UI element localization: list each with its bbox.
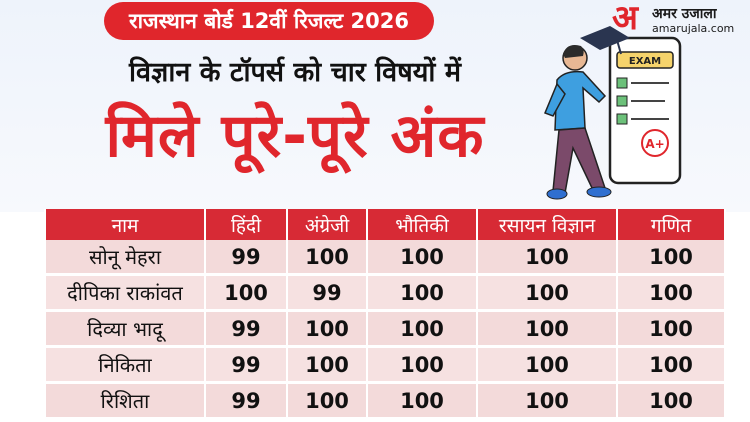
- student-name: रिशिता: [44, 382, 206, 420]
- toppers-table: नाम हिंदी अंग्रेजी भौतिकी रसायन विज्ञान …: [44, 209, 726, 420]
- header-maths: गणित: [616, 209, 726, 240]
- hindi-score: 100: [204, 274, 288, 312]
- result-title-pill: राजस्थान बोर्ड 12वीं रिजल्ट 2026: [104, 2, 434, 40]
- student-name: दीपिका राकांवत: [44, 274, 206, 312]
- subheadline: विज्ञान के टॉपर्स को चार विषयों में: [129, 57, 461, 88]
- maths-score: 100: [616, 274, 726, 312]
- maths-score: 100: [616, 240, 726, 276]
- student-name: दिव्या भादू: [44, 310, 206, 348]
- header-chemistry: रसायन विज्ञान: [476, 209, 618, 240]
- headline: मिले पूरे-पूरे अंक: [105, 101, 485, 171]
- chemistry-score: 100: [476, 310, 618, 348]
- chemistry-score: 100: [476, 382, 618, 420]
- maths-score: 100: [616, 310, 726, 348]
- table-row: निकिता 99 100 100 100 100: [44, 346, 726, 384]
- chemistry-score: 100: [476, 274, 618, 312]
- grade-label: A+: [645, 137, 664, 151]
- brand-url: amarujala.com: [652, 22, 735, 35]
- hindi-score: 99: [204, 310, 288, 348]
- hindi-score: 99: [204, 240, 288, 276]
- table-row: दीपिका राकांवत 100 99 100 100 100: [44, 274, 726, 312]
- header-name: नाम: [44, 209, 206, 240]
- physics-score: 100: [366, 240, 478, 276]
- hindi-score: 99: [204, 346, 288, 384]
- physics-score: 100: [366, 310, 478, 348]
- english-score: 99: [286, 274, 368, 312]
- chemistry-score: 100: [476, 240, 618, 276]
- hindi-score: 99: [204, 382, 288, 420]
- chemistry-score: 100: [476, 346, 618, 384]
- english-score: 100: [286, 310, 368, 348]
- english-score: 100: [286, 240, 368, 276]
- header-hindi: हिंदी: [204, 209, 288, 240]
- maths-score: 100: [616, 382, 726, 420]
- student-name: निकिता: [44, 346, 206, 384]
- exam-board-label: EXAM: [629, 56, 661, 67]
- english-score: 100: [286, 346, 368, 384]
- physics-score: 100: [366, 274, 478, 312]
- table-header-row: नाम हिंदी अंग्रेजी भौतिकी रसायन विज्ञान …: [44, 209, 726, 240]
- maths-score: 100: [616, 346, 726, 384]
- header-physics: भौतिकी: [366, 209, 478, 240]
- header-english: अंग्रेजी: [286, 209, 368, 240]
- english-score: 100: [286, 382, 368, 420]
- brand-name: अमर उजाला: [652, 6, 717, 22]
- table-row: दिव्या भादू 99 100 100 100 100: [44, 310, 726, 348]
- table-row: रिशिता 99 100 100 100 100: [44, 382, 726, 420]
- physics-score: 100: [366, 346, 478, 384]
- brand-logo-block[interactable]: अ अमर उजाला amarujala.com: [612, 0, 750, 44]
- student-with-exam-board-icon: EXAM A+: [544, 26, 682, 200]
- student-name: सोनू मेहरा: [44, 240, 206, 276]
- table-row: सोनू मेहरा 99 100 100 100 100: [44, 240, 726, 276]
- physics-score: 100: [366, 382, 478, 420]
